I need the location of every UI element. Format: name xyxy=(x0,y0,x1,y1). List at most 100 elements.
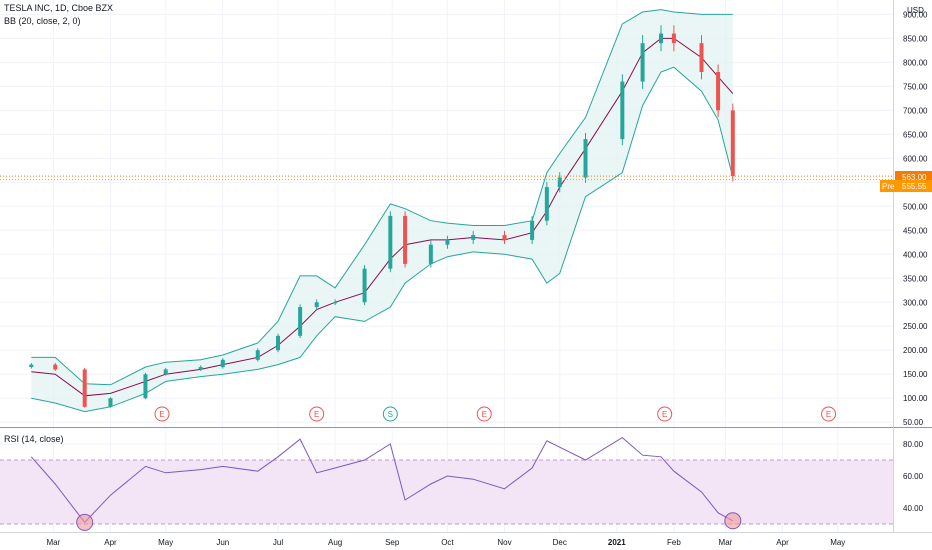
price-tick-label: 300.00 xyxy=(903,298,928,307)
rsi-oversold-marker xyxy=(724,512,742,530)
bb-legend[interactable]: BB (20, close, 2, 0) xyxy=(4,16,85,26)
candle xyxy=(659,25,664,52)
price-tick-label: 50.00 xyxy=(903,418,924,427)
premarket-tag-text: Pre xyxy=(882,182,895,191)
symbol-legend[interactable]: TESLA INC, 1D, Cboe BZX xyxy=(4,3,117,13)
event-label: E xyxy=(662,410,667,419)
price-tick-label: 250.00 xyxy=(903,322,928,331)
price-tick-label: 600.00 xyxy=(903,154,928,163)
rsi-title: RSI (14, close) xyxy=(4,434,64,444)
candle xyxy=(445,235,450,249)
grid xyxy=(0,0,893,532)
premarket-price-label: 555.55 xyxy=(902,182,927,191)
bollinger-band-fill xyxy=(31,9,733,412)
price-tick-label: 350.00 xyxy=(903,274,928,283)
time-axis[interactable]: Mar Apr May Jun Jul Aug Sep Oct Nov Dec 2021 Feb Mar… xyxy=(47,538,846,547)
candle xyxy=(502,230,507,245)
time-tick-label: 2021 xyxy=(608,538,626,547)
currency-label: USD xyxy=(907,6,924,15)
candle xyxy=(29,362,34,369)
last-price-label: 563.00 xyxy=(902,173,927,182)
candle xyxy=(583,132,588,183)
candle xyxy=(471,230,476,245)
candle xyxy=(276,333,281,353)
rsi-oversold-marker xyxy=(76,513,94,531)
rsi-tick-label: 40.00 xyxy=(903,504,924,513)
price-tick-label: 900.00 xyxy=(903,10,928,19)
price-tick-label: 200.00 xyxy=(903,346,928,355)
time-tick-label: Nov xyxy=(497,538,511,547)
rsi-legend[interactable]: RSI (14, close) xyxy=(4,434,68,444)
price-tick-label: 850.00 xyxy=(903,34,928,43)
price-tick-label: 700.00 xyxy=(903,106,928,115)
candle xyxy=(298,304,303,339)
time-tick-label: Apr xyxy=(776,538,789,547)
time-tick-label: Apr xyxy=(104,538,117,547)
time-tick-label: Jul xyxy=(273,538,283,547)
time-tick-label: Jun xyxy=(216,538,229,547)
candle xyxy=(333,299,338,306)
price-tick-label: 500.00 xyxy=(903,202,928,211)
candle xyxy=(108,397,113,408)
candlesticks xyxy=(29,25,735,408)
candle xyxy=(255,348,260,362)
rsi-band-fill xyxy=(0,460,893,524)
premarket-tag xyxy=(880,180,932,192)
event-marker-earnings[interactable]: E xyxy=(476,406,492,422)
time-tick-label: May xyxy=(158,538,173,547)
event-marker-earnings[interactable]: E xyxy=(821,406,837,422)
time-tick-label: Sep xyxy=(385,538,400,547)
rsi-axis[interactable]: 80.00 60.00 40.00 xyxy=(903,440,924,513)
candle xyxy=(530,216,535,245)
candle xyxy=(388,211,393,273)
bb-title: BB (20, close, 2, 0) xyxy=(4,16,81,26)
candle xyxy=(620,74,625,146)
event-marker-earnings[interactable]: E xyxy=(309,406,325,422)
candle xyxy=(557,172,562,193)
event-marker-split[interactable]: S xyxy=(382,406,398,422)
bollinger-lower-line xyxy=(31,66,734,413)
time-tick-label: Oct xyxy=(441,538,454,547)
event-marker-earnings[interactable]: E xyxy=(154,406,170,422)
candle xyxy=(699,35,704,80)
candle xyxy=(143,372,148,400)
price-tick-label: 400.00 xyxy=(903,250,928,259)
candle xyxy=(53,362,58,371)
event-marker-earnings[interactable]: E xyxy=(657,406,673,422)
price-axis[interactable]: 900.00 850.00 800.00 750.00 700.00 650.00 600.… xyxy=(903,10,928,427)
time-tick-label: May xyxy=(830,538,845,547)
candle xyxy=(198,365,203,371)
candle xyxy=(220,358,225,369)
time-tick-label: Mar xyxy=(47,538,61,547)
price-tick-label: 150.00 xyxy=(903,370,928,379)
price-tick-label: 750.00 xyxy=(903,82,928,91)
bollinger-upper-line xyxy=(31,9,733,386)
rsi-tick-label: 80.00 xyxy=(903,440,924,449)
candle xyxy=(163,367,168,376)
rsi-line xyxy=(30,436,734,524)
price-tick-label: 450.00 xyxy=(903,226,928,235)
candle xyxy=(428,240,433,268)
time-tick-label: Dec xyxy=(553,538,567,547)
candle xyxy=(362,265,367,306)
time-tick-label: Feb xyxy=(667,538,681,547)
candle xyxy=(671,25,676,52)
time-tick-label: Aug xyxy=(328,538,342,547)
rsi-tick-label: 60.00 xyxy=(903,472,924,481)
price-tick-label: 650.00 xyxy=(903,130,928,139)
price-tick-label: 800.00 xyxy=(903,58,928,67)
event-label: S xyxy=(388,410,393,419)
time-tick-label: Mar xyxy=(719,538,733,547)
candle xyxy=(640,35,645,89)
candle xyxy=(544,181,549,226)
event-label: E xyxy=(482,410,487,419)
price-tick-label: 100.00 xyxy=(903,394,928,403)
candle xyxy=(716,64,721,118)
event-label: E xyxy=(159,410,164,419)
symbol-title: TESLA INC, 1D, Cboe BZX xyxy=(4,3,114,13)
event-label: E xyxy=(826,410,831,419)
candle xyxy=(82,367,87,408)
candle xyxy=(403,211,408,268)
